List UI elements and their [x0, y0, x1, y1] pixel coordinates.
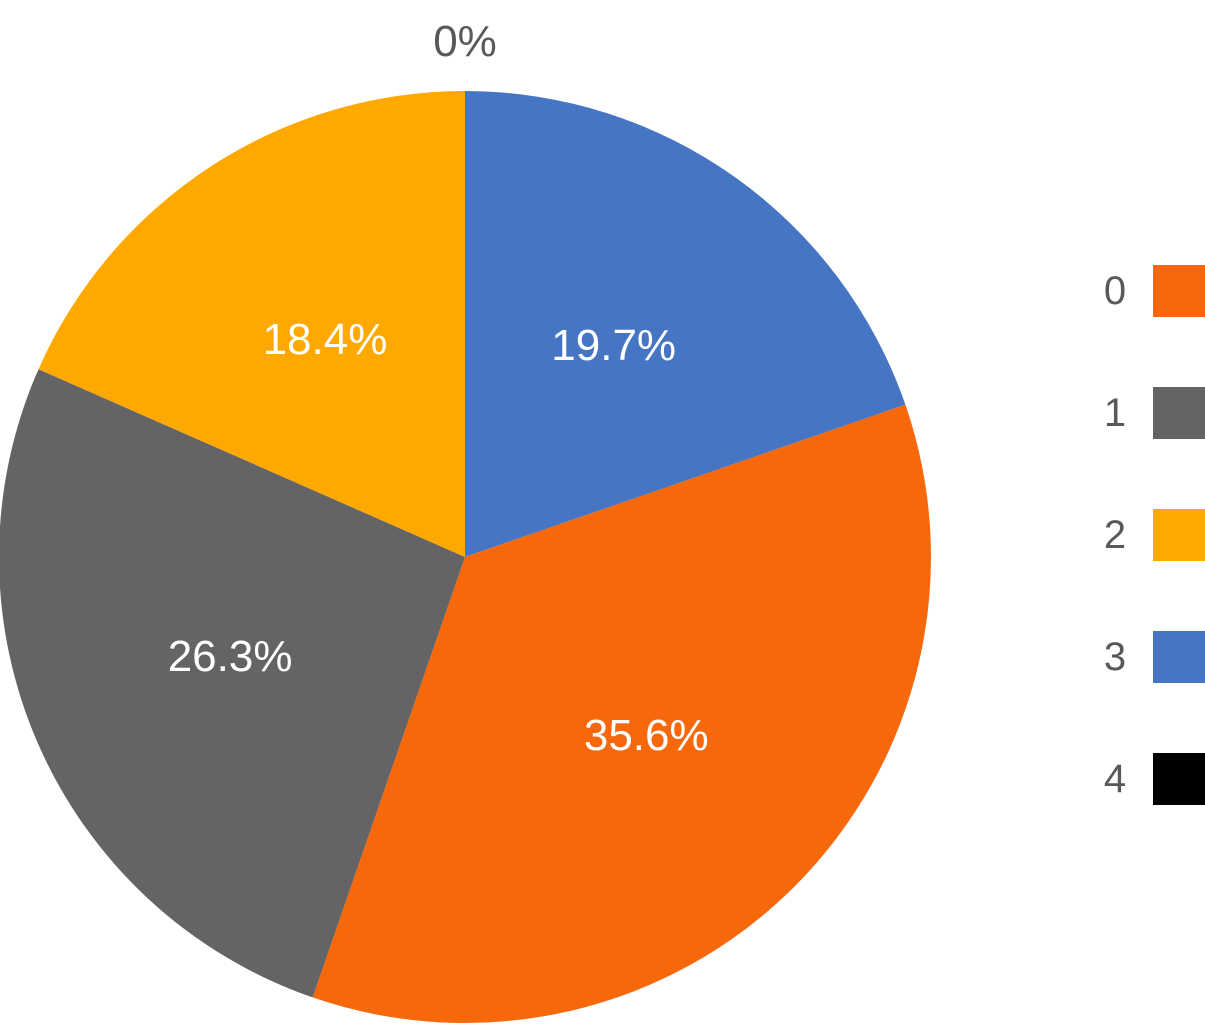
pie-slice-0: [312, 404, 932, 1023]
legend-item-1: 1: [1090, 387, 1205, 439]
legend-label-3: 3: [1103, 635, 1127, 679]
data-label-0: 35.6%: [584, 711, 709, 760]
legend: 0 1 2 3 4: [1090, 265, 1205, 875]
legend-swatch-4: [1153, 753, 1205, 805]
legend-swatch-2: [1153, 509, 1205, 561]
legend-item-0: 0: [1090, 265, 1205, 317]
legend-label-1: 1: [1103, 391, 1127, 435]
legend-item-3: 3: [1090, 631, 1205, 683]
legend-label-4: 4: [1103, 757, 1127, 801]
legend-item-2: 2: [1090, 509, 1205, 561]
legend-label-2: 2: [1103, 513, 1127, 557]
data-label-1: 26.3%: [168, 632, 293, 681]
pie-slice-2: [38, 91, 465, 557]
pie-slice-3: [465, 91, 906, 557]
data-label-4: 0%: [433, 17, 497, 66]
legend-label-0: 0: [1103, 269, 1127, 313]
data-label-3: 19.7%: [551, 321, 676, 370]
legend-swatch-3: [1153, 631, 1205, 683]
data-label-2: 18.4%: [263, 315, 388, 364]
legend-swatch-0: [1153, 265, 1205, 317]
legend-item-4: 4: [1090, 753, 1205, 805]
pie-slice-1: [0, 369, 465, 998]
legend-swatch-1: [1153, 387, 1205, 439]
